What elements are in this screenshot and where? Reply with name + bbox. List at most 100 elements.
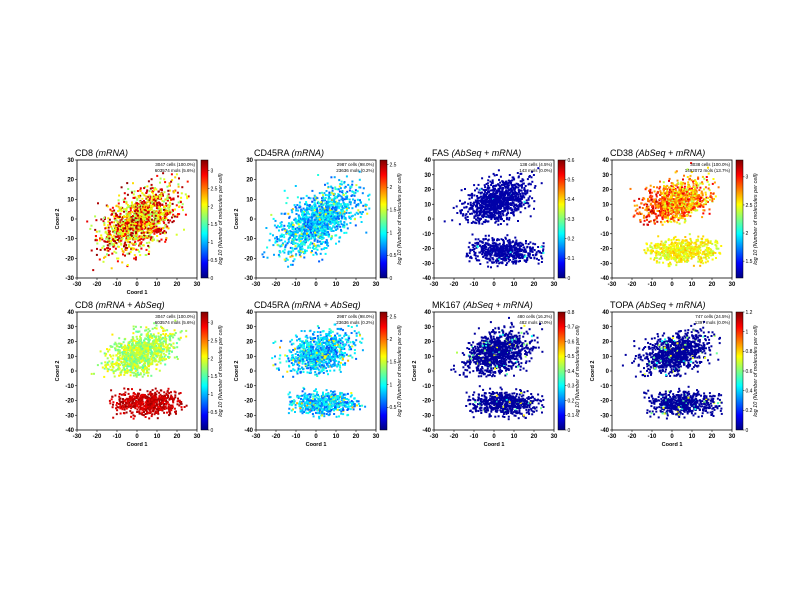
scatter-point (317, 235, 320, 238)
scatter-point (268, 239, 271, 242)
scatter-point (148, 209, 151, 212)
scatter-point (155, 210, 158, 213)
scatter-point (499, 223, 502, 225)
scatter-point (171, 216, 173, 219)
scatter-point (496, 254, 499, 257)
scatter-point (306, 223, 309, 226)
scatter-point (124, 254, 126, 257)
scatter-point (144, 203, 147, 206)
scatter-point (497, 219, 500, 222)
scatter-point (367, 194, 370, 197)
scatter-point (322, 248, 325, 250)
scatter-point (294, 217, 297, 220)
scatter-point (138, 250, 141, 253)
scatter-point (342, 224, 345, 227)
scatter-point (704, 186, 707, 189)
scatter-point (521, 195, 524, 198)
scatter-point (705, 179, 708, 182)
scatter-point (301, 229, 304, 232)
scatter-point (496, 196, 499, 199)
scatter-point (139, 221, 142, 224)
scatter-point (505, 202, 508, 204)
scatter-point (518, 250, 521, 253)
scatter-point (127, 245, 130, 248)
scatter-point (127, 238, 130, 241)
scatter-point (167, 219, 169, 222)
scatter-point (495, 202, 498, 204)
scatter-point (500, 206, 503, 209)
scatter-point (509, 251, 512, 254)
scatter-point (475, 209, 478, 211)
scatter-point (318, 227, 321, 230)
scatter-point (346, 203, 349, 206)
scatter-point (285, 231, 288, 234)
scatter-point (300, 245, 303, 248)
scatter-point (144, 211, 147, 214)
scatter-point (327, 205, 330, 208)
scatter-point (313, 203, 316, 206)
scatter-point (655, 215, 658, 218)
scatter-point (133, 230, 136, 233)
scatter-point (331, 205, 334, 207)
scatter-point (345, 223, 348, 226)
scatter-point (482, 188, 485, 191)
scatter-point (167, 206, 170, 209)
scatter-point (312, 245, 315, 248)
scatter-point (295, 238, 298, 241)
scatter-point (290, 223, 293, 226)
scatter-point (273, 224, 276, 227)
scatter-point (166, 211, 169, 214)
scatter-point (652, 186, 655, 188)
scatter-point (479, 263, 482, 265)
scatter-point (319, 252, 322, 255)
scatter-point (501, 251, 503, 254)
scatter-point (362, 204, 365, 207)
scatter-point (506, 183, 509, 186)
scatter-point (147, 180, 150, 183)
panel-title-gene: CD38 (610, 148, 636, 158)
scatter-point (665, 205, 668, 208)
scatter-point (165, 202, 167, 205)
scatter-point (142, 214, 145, 217)
scatter-point (159, 230, 162, 233)
scatter-point (130, 223, 133, 226)
scatter-point (513, 199, 516, 202)
scatter-point (477, 242, 480, 245)
scatter-point (525, 199, 528, 202)
scatter-point (142, 210, 145, 213)
scatter-point (127, 224, 130, 227)
scatter-point (701, 181, 704, 184)
scatter-point (502, 247, 505, 250)
scatter-point (298, 225, 301, 228)
scatter-point (314, 238, 317, 240)
scatter-point (290, 230, 293, 233)
x-tick-label: 10 (154, 282, 161, 288)
scatter-point (149, 227, 152, 230)
scatter-point (337, 220, 340, 223)
scatter-point (479, 192, 482, 195)
scatter-point (470, 222, 473, 224)
colorbar (200, 159, 209, 279)
scatter-point (329, 197, 332, 200)
scatter-point (515, 241, 518, 244)
scatter-point (508, 238, 511, 241)
scatter-point (495, 189, 498, 192)
scatter-point (145, 204, 148, 207)
scatter-point (484, 242, 487, 245)
scatter-point (689, 174, 692, 177)
scatter-point (149, 234, 152, 237)
scatter-point (287, 212, 290, 215)
scatter-point (515, 182, 518, 185)
scatter-point (290, 240, 293, 243)
scatter-point (187, 195, 190, 198)
scatter-point (705, 200, 708, 203)
scatter-point (301, 243, 304, 246)
scatter-point (502, 244, 505, 246)
scatter-point (508, 249, 511, 252)
scatter-point (160, 197, 163, 200)
scatter-point (113, 209, 116, 212)
scatter-point (308, 205, 311, 208)
scatter-point (160, 238, 163, 241)
scatter-point (484, 186, 487, 189)
scatter-point (473, 216, 476, 219)
